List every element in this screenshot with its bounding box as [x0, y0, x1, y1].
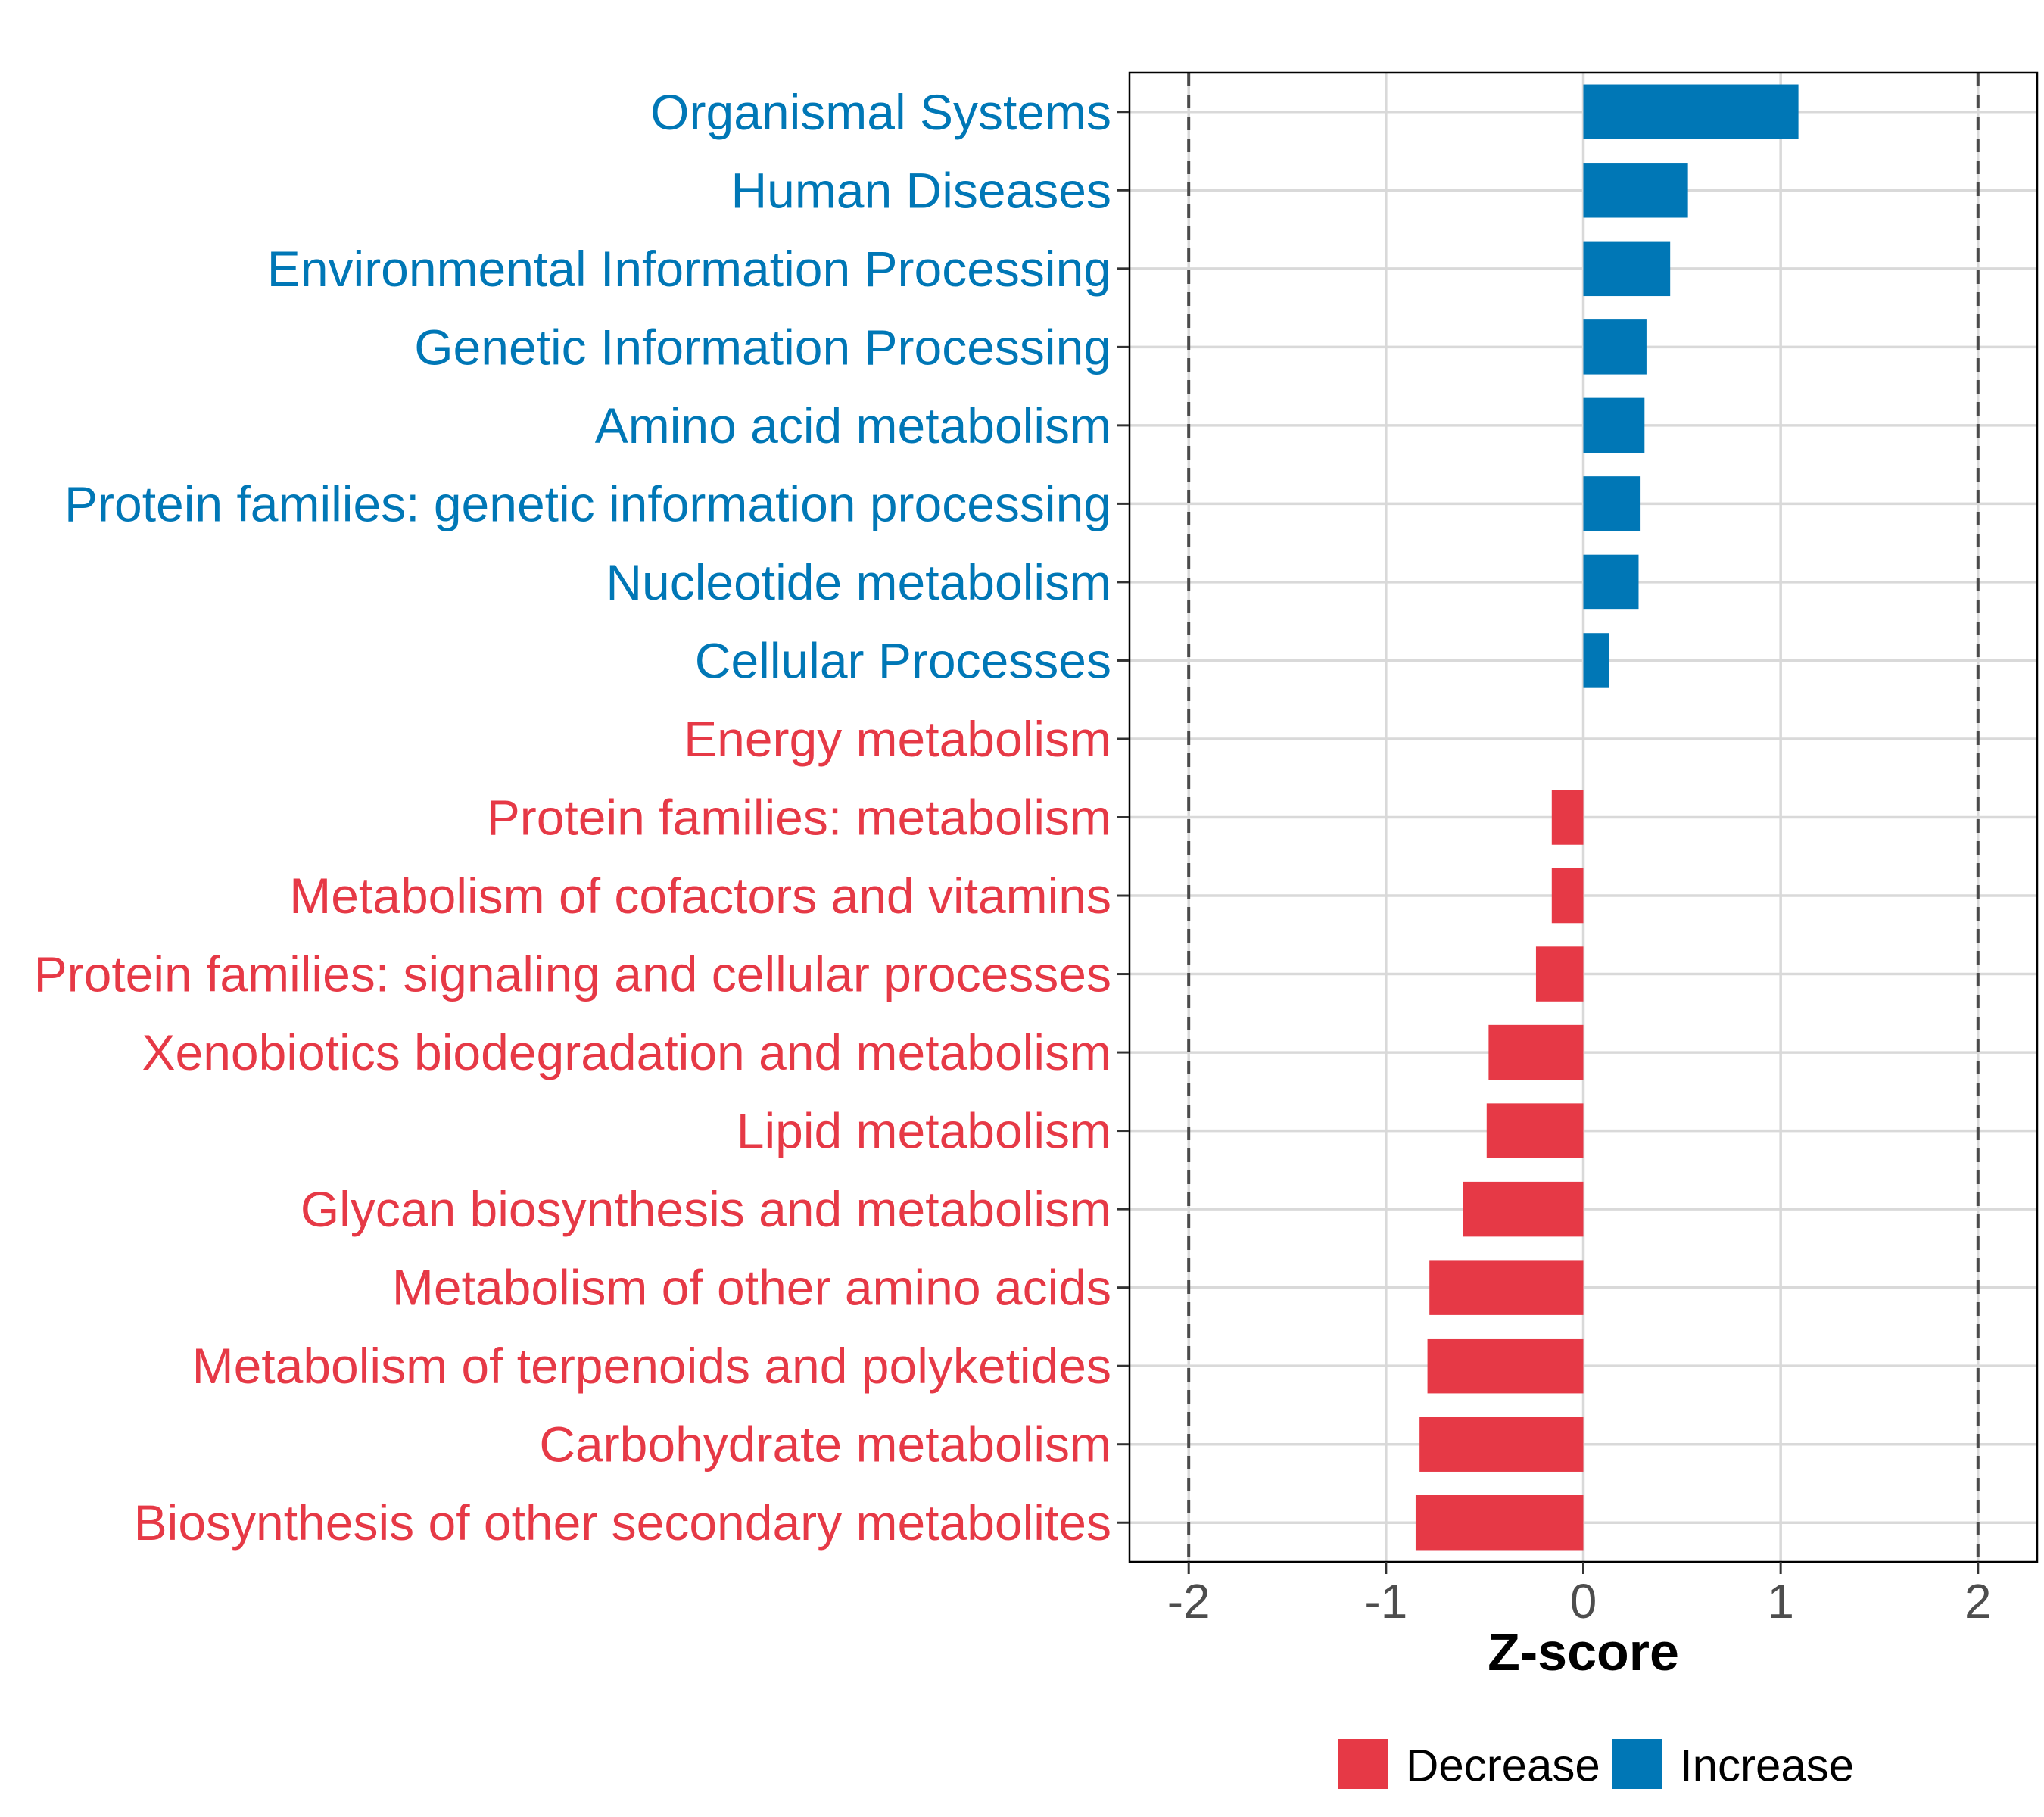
category-labels: Organismal Systems Human Diseases Environm… [34, 84, 1111, 1551]
category-label: Nucleotide metabolism [606, 554, 1111, 610]
category-label: Environmental Information Processing [267, 241, 1111, 297]
category-label: Human Diseases [731, 162, 1111, 218]
category-label: Amino acid metabolism [595, 397, 1111, 453]
category-label: Cellular Processes [695, 632, 1111, 688]
reference-lines [1187, 73, 1980, 1562]
bar [1583, 163, 1688, 218]
bar [1583, 476, 1641, 531]
bar [1427, 1338, 1584, 1394]
category-label: Genetic Information Processing [414, 319, 1111, 375]
category-label: Metabolism of other amino acids [392, 1260, 1111, 1316]
bar [1583, 397, 1645, 453]
x-axis-ticks: -2 -1 0 1 2 [1167, 1562, 1992, 1628]
bar [1583, 554, 1639, 610]
x-tick-label: -2 [1167, 1574, 1211, 1628]
bar [1583, 241, 1671, 297]
x-tick-label: -1 [1364, 1574, 1407, 1628]
y-axis-ticks [1117, 111, 1129, 1524]
category-label: Lipid metabolism [737, 1103, 1111, 1159]
bar [1551, 868, 1584, 924]
category-label: Glycan biosynthesis and metabolism [301, 1181, 1111, 1237]
bar [1583, 319, 1647, 375]
category-label: Metabolism of terpenoids and polyketides [192, 1338, 1111, 1394]
legend: Decrease Increase [1338, 1739, 1854, 1791]
category-label: Protein families: genetic information pr… [64, 475, 1111, 531]
x-tick-label: 1 [1767, 1574, 1794, 1628]
bar [1463, 1181, 1584, 1237]
category-label: Metabolism of cofactors and vitamins [289, 868, 1111, 924]
category-label: Carbohydrate metabolism [539, 1417, 1111, 1473]
category-label: Organismal Systems [650, 84, 1111, 140]
bar [1535, 946, 1584, 1002]
bar [1415, 1495, 1584, 1551]
x-axis-title: Z-score [1488, 1622, 1679, 1681]
legend-label: Decrease [1406, 1741, 1600, 1791]
bars [1415, 84, 1799, 1551]
bar [1583, 84, 1799, 139]
x-tick-label: 0 [1570, 1574, 1597, 1628]
bar [1419, 1417, 1584, 1472]
category-label: Protein families: signaling and cellular… [34, 946, 1111, 1002]
bar [1551, 790, 1584, 845]
category-label: Energy metabolism [684, 711, 1111, 767]
legend-swatch [1612, 1739, 1662, 1789]
category-label: Xenobiotics biodegradation and metabolis… [142, 1024, 1112, 1080]
legend-swatch [1338, 1739, 1388, 1789]
legend-label: Increase [1680, 1741, 1854, 1791]
category-label: Biosynthesis of other secondary metaboli… [134, 1494, 1111, 1551]
bar [1583, 633, 1609, 688]
bar [1488, 1024, 1584, 1080]
category-label: Protein families: metabolism [487, 790, 1111, 846]
bar [1429, 1260, 1584, 1315]
x-tick-label: 2 [1965, 1574, 1992, 1628]
bar [1486, 1103, 1584, 1158]
